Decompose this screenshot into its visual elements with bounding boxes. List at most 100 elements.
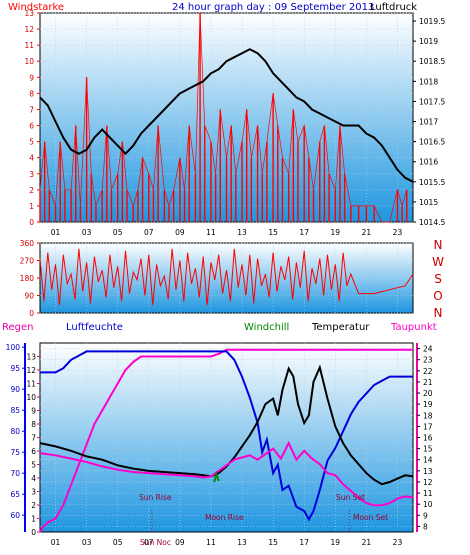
sun-rise-label: Sun Rise [139, 493, 172, 502]
hour-tick-label: 09 [175, 228, 185, 237]
hour-tick-label: 23 [393, 538, 403, 547]
rain-tick-label: 4 [31, 474, 36, 483]
wind-tick-label: 0 [29, 218, 34, 227]
hour-tick-label: 21 [362, 228, 372, 237]
rain-tick-label: 5 [31, 461, 36, 470]
pressure-tick-label: 1017.5 [419, 97, 445, 106]
rain-axis-title: Regen [2, 322, 34, 333]
temperature-tick-label: 15 [423, 445, 433, 454]
temperature-tick-label: 20 [423, 389, 433, 398]
temperature-tick-label: 17 [423, 422, 433, 431]
pressure-tick-label: 1016.5 [419, 138, 445, 147]
pressure-tick-label: 1018 [419, 77, 438, 86]
rain-tick-label: 6 [31, 447, 36, 456]
rain-tick-label: 8 [31, 420, 36, 429]
wind-direction-line [39, 248, 414, 306]
wind-tick-label: 1 [29, 202, 34, 211]
humidity-tick-label: 60 [10, 511, 20, 520]
direction-tick-label: 0 [29, 309, 34, 318]
rain-tick-label: 1 [31, 515, 36, 524]
rain-tick-label: 3 [31, 488, 36, 497]
temperature-tick-label: 13 [423, 467, 433, 476]
rain-tick-label: 13 [26, 353, 36, 362]
hour-tick-label: 05 [113, 228, 123, 237]
rain-tick-label: 0 [31, 528, 36, 537]
moon-rise-label: Moon Rise [205, 513, 244, 522]
direction-tick-label: 360 [20, 239, 35, 248]
wind-tick-label: 3 [29, 170, 34, 179]
chart-title: 24 hour graph day : 09 September 2013 [172, 2, 374, 13]
wind-tick-label: 8 [29, 89, 34, 98]
pressure-tick-label: 1019.5 [419, 17, 445, 26]
temperature-tick-label: 14 [423, 456, 433, 465]
humidity-tick-label: 90 [10, 385, 20, 394]
hour-tick-label: 03 [82, 538, 92, 547]
temperature-tick-label: 19 [423, 400, 433, 409]
pressure-tick-label: 1015.5 [419, 178, 445, 187]
wind-tick-label: 9 [29, 73, 34, 82]
compass-label: N [434, 306, 443, 320]
hour-tick-label: 01 [51, 228, 61, 237]
hour-tick-label: 15 [268, 538, 278, 547]
hour-tick-label: 03 [82, 228, 92, 237]
temperature-legend: Temperatur [311, 322, 370, 333]
rain-tick-label: 11 [26, 380, 36, 389]
direction-tick-label: 90 [24, 292, 34, 301]
dewpoint-legend: Taupunkt [390, 322, 437, 333]
humidity-tick-label: 65 [10, 490, 20, 499]
humidity-axis-title: Luftfeuchte [66, 322, 123, 333]
pressure-tick-label: 1018.5 [419, 57, 445, 66]
humidity-tick-label: 75 [10, 448, 20, 457]
pressure-tick-label: 1015 [419, 198, 438, 207]
wind-tick-label: 13 [24, 9, 34, 18]
direction-tick-label: 180 [20, 274, 35, 283]
hour-tick-label: 01 [51, 538, 61, 547]
hour-tick-label: 07 [144, 538, 154, 547]
humidity-tick-label: 100 [6, 343, 21, 352]
hour-tick-label: 11 [206, 538, 216, 547]
compass-label: O [433, 289, 442, 303]
hour-tick-label: 19 [331, 228, 341, 237]
wind-tick-label: 10 [24, 57, 34, 66]
pressure-tick-label: 1019 [419, 37, 438, 46]
hour-tick-label: 21 [362, 538, 372, 547]
temperature-tick-label: 11 [423, 489, 433, 498]
hour-tick-label: 17 [299, 538, 309, 547]
pressure-tick-label: 1014.5 [419, 218, 445, 227]
humidity-tick-label: 80 [10, 427, 20, 436]
rain-line [39, 348, 413, 533]
hour-tick-label: 09 [175, 538, 185, 547]
temperature-tick-label: 24 [423, 345, 433, 354]
pressure-tick-label: 1016 [419, 158, 438, 167]
temperature-tick-label: 21 [423, 378, 433, 387]
humidity-line [40, 350, 413, 522]
compass-label: S [434, 272, 442, 286]
moon-set-label: Moon Set [353, 513, 388, 522]
hour-tick-label: 13 [237, 228, 247, 237]
rain-tick-label: 9 [31, 407, 36, 416]
wind-tick-label: 4 [29, 154, 34, 163]
temperature-tick-label: 8 [423, 522, 428, 531]
rain-tick-label: 2 [31, 501, 36, 510]
wind-tick-label: 12 [24, 25, 34, 34]
pressure-line [39, 48, 414, 183]
temperature-tick-label: 18 [423, 411, 433, 420]
wind-tick-label: 5 [29, 138, 34, 147]
hour-tick-label: 07 [144, 228, 154, 237]
wind-tick-label: 11 [24, 41, 34, 50]
temperature-tick-label: 16 [423, 434, 433, 443]
hour-tick-label: 19 [331, 538, 341, 547]
temperature-humidity-panel: 6065707580859095100012345678910111213891… [6, 343, 433, 547]
temperature-tick-label: 9 [423, 511, 428, 520]
compass-label: N [434, 238, 443, 252]
pressure-tick-label: 1017 [419, 118, 438, 127]
hour-tick-label: 17 [299, 228, 309, 237]
hour-tick-label: 23 [393, 228, 403, 237]
sun-set-label: Sun Set [336, 493, 365, 502]
rain-tick-label: 7 [31, 434, 36, 443]
temperature-tick-label: 23 [423, 356, 433, 365]
temperature-tick-label: 10 [423, 500, 433, 509]
wind-tick-label: 6 [29, 122, 34, 131]
